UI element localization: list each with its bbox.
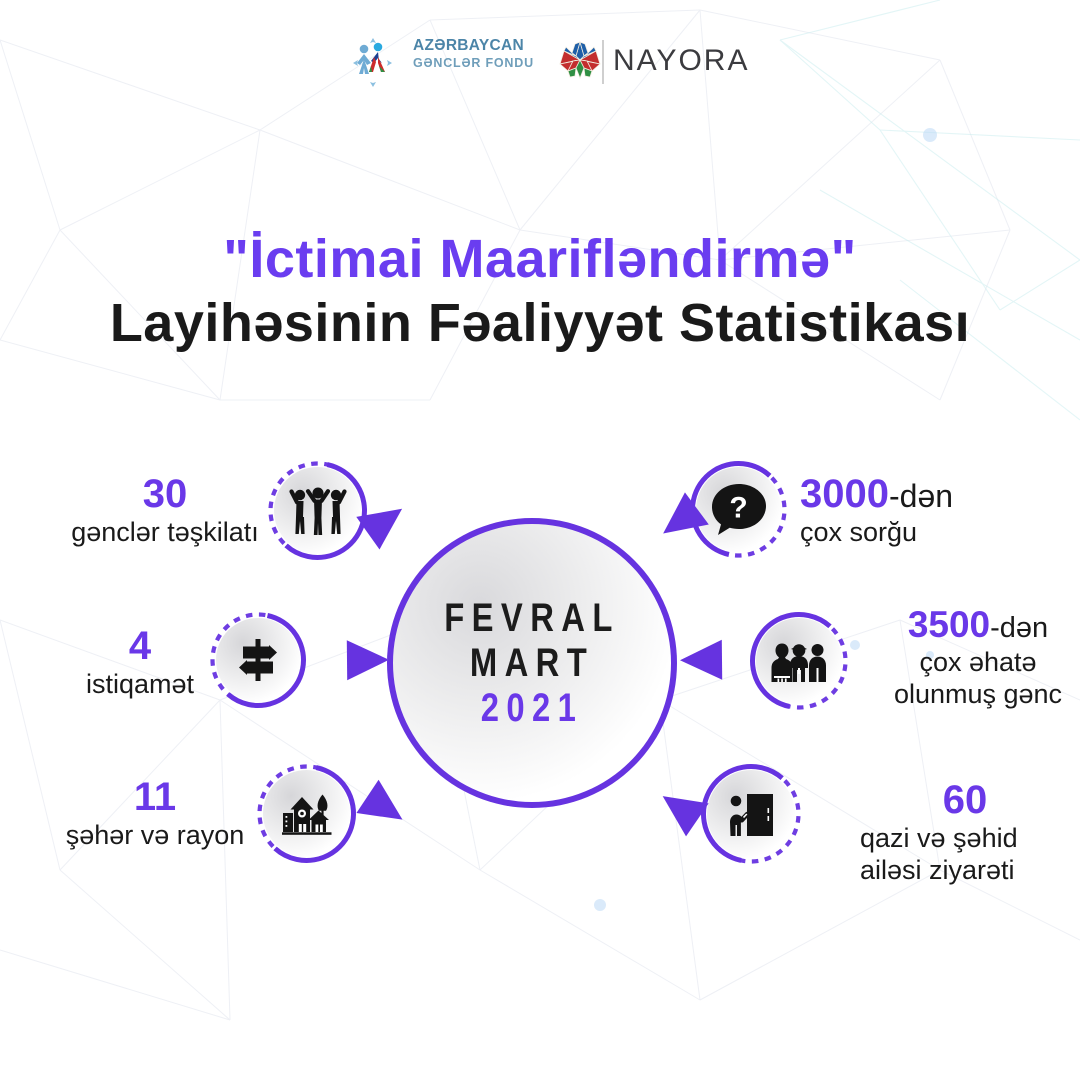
svg-text:?: ?: [729, 491, 747, 524]
